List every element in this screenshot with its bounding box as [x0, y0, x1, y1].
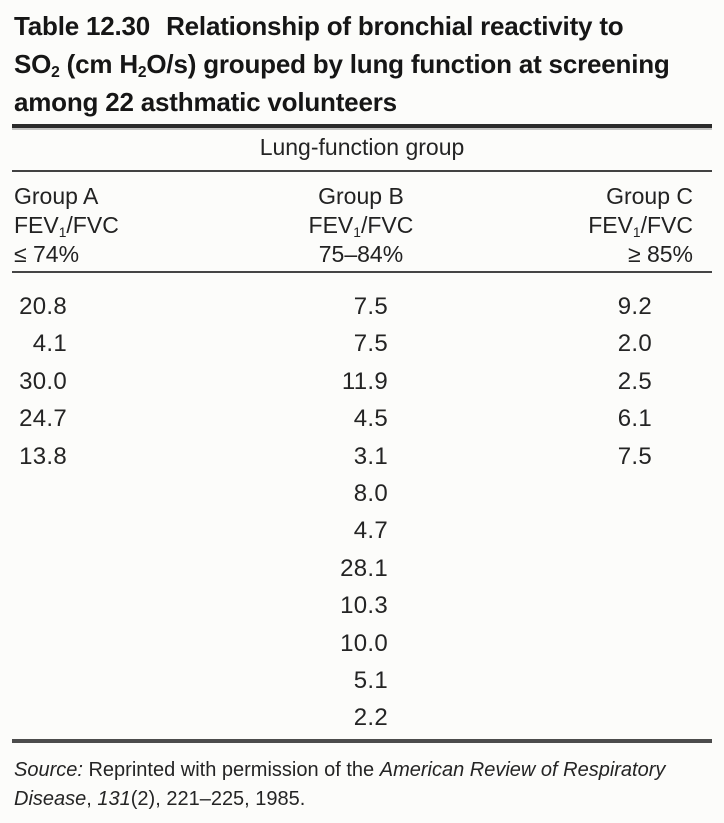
table-row: 24.7 4.5 6.1	[0, 400, 724, 437]
table-row: 28.1	[0, 550, 724, 587]
group-c-range: ≥ 85%	[627, 241, 693, 267]
table-row: 10.0	[0, 625, 724, 662]
data-table: 20.8 7.5 9.2 4.1 7.5 2.0 30.0 11.9 2.5 2…	[0, 288, 724, 737]
group-b-label: Group B	[318, 183, 404, 209]
table-row: 30.0 11.9 2.5	[0, 363, 724, 400]
subscript-1: 1	[353, 224, 361, 240]
column-header-group-b: Group B FEV1/FVC 75–84%	[309, 182, 414, 269]
table-cell: 20.8	[19, 293, 67, 320]
table-cell: 2.2	[353, 704, 388, 732]
title-text-2c: O/s) grouped by lung function at screeni…	[146, 49, 670, 79]
title-text-1: Relationship of bronchial reactivity to	[166, 11, 624, 41]
spanner-header: Lung-function group	[259, 134, 465, 160]
table-cell: 2.5	[617, 367, 652, 395]
table-row: 8.0	[0, 475, 724, 512]
title-line-1: Table 12.30 Relationship of bronchial rea…	[14, 7, 714, 45]
table-cell: 10.3	[340, 592, 388, 620]
table-row: 20.8 7.5 9.2	[0, 288, 724, 325]
table-cell: 24.7	[19, 405, 67, 433]
subscript-1: 1	[58, 224, 67, 240]
table-cell: 2.0	[617, 330, 652, 358]
subscript-2: 2	[51, 64, 60, 82]
table-cell: 5.1	[353, 666, 388, 694]
column-headers: Group A FEV1/FVC ≤ 74% Group B FEV1/FVC …	[12, 182, 712, 270]
table-cell: 6.1	[617, 405, 652, 433]
table-row: 10.3	[0, 587, 724, 624]
table-row: 13.8 3.1 7.5	[0, 438, 724, 475]
group-a-label: Group A	[14, 183, 99, 209]
group-a-measure: FEV1/FVC	[14, 212, 119, 240]
subscript-2: 2	[137, 64, 147, 82]
spanner-underline-rule	[12, 170, 712, 172]
source-note: Source: Reprinted with permission of the…	[14, 759, 666, 810]
table-cell: 7.5	[353, 293, 388, 320]
table-row: 4.7	[0, 512, 724, 549]
table-bottom-rule	[12, 739, 712, 743]
source-label: Source:	[14, 759, 89, 781]
group-a-range: ≤ 74%	[14, 241, 80, 267]
journal-volume: 131	[97, 788, 131, 810]
journal-name: American Review of Respiratory Disease	[14, 759, 666, 810]
header-underline-rule	[12, 271, 712, 273]
table-cell: 10.0	[340, 629, 388, 657]
table-cell: 4.1	[32, 330, 67, 358]
title-text-2b: (cm H	[59, 49, 138, 79]
subscript-1: 1	[632, 224, 641, 240]
title-line-2: SO2 (cm H2O/s) grouped by lung function …	[14, 45, 714, 83]
table-top-rule	[12, 124, 712, 128]
table-cell: 11.9	[341, 367, 388, 395]
column-header-group-c: Group C FEV1/FVC ≥ 85%	[588, 182, 693, 269]
table-cell: 7.5	[353, 330, 388, 358]
title-line-3: among 22 asthmatic volunteers	[14, 87, 397, 117]
table-cell: 13.8	[19, 442, 67, 470]
table-row: 4.1 7.5 2.0	[0, 325, 724, 362]
table-cell: 4.5	[353, 405, 388, 433]
table-row: 5.1	[0, 662, 724, 699]
table-cell: 4.7	[353, 517, 388, 545]
column-header-group-a: Group A FEV1/FVC ≤ 74%	[14, 182, 119, 269]
table-title: Table 12.30 Relationship of bronchial rea…	[14, 7, 714, 121]
table-cell: 3.1	[353, 442, 388, 470]
table-row: 2.2	[0, 699, 724, 736]
group-c-measure: FEV1/FVC	[588, 212, 693, 240]
group-c-label: Group C	[606, 183, 693, 209]
group-b-range: 75–84%	[318, 241, 404, 267]
table-cell: 8.0	[353, 479, 388, 507]
table-cell: 30.0	[19, 367, 67, 395]
table-cell: 7.5	[617, 442, 652, 470]
title-text-2a: SO	[14, 49, 52, 79]
table-cell: 9.2	[617, 293, 652, 320]
table-cell: 28.1	[340, 554, 388, 582]
table-number-label: Table 12.30	[14, 11, 151, 41]
group-b-measure: FEV1/FVC	[308, 212, 414, 240]
